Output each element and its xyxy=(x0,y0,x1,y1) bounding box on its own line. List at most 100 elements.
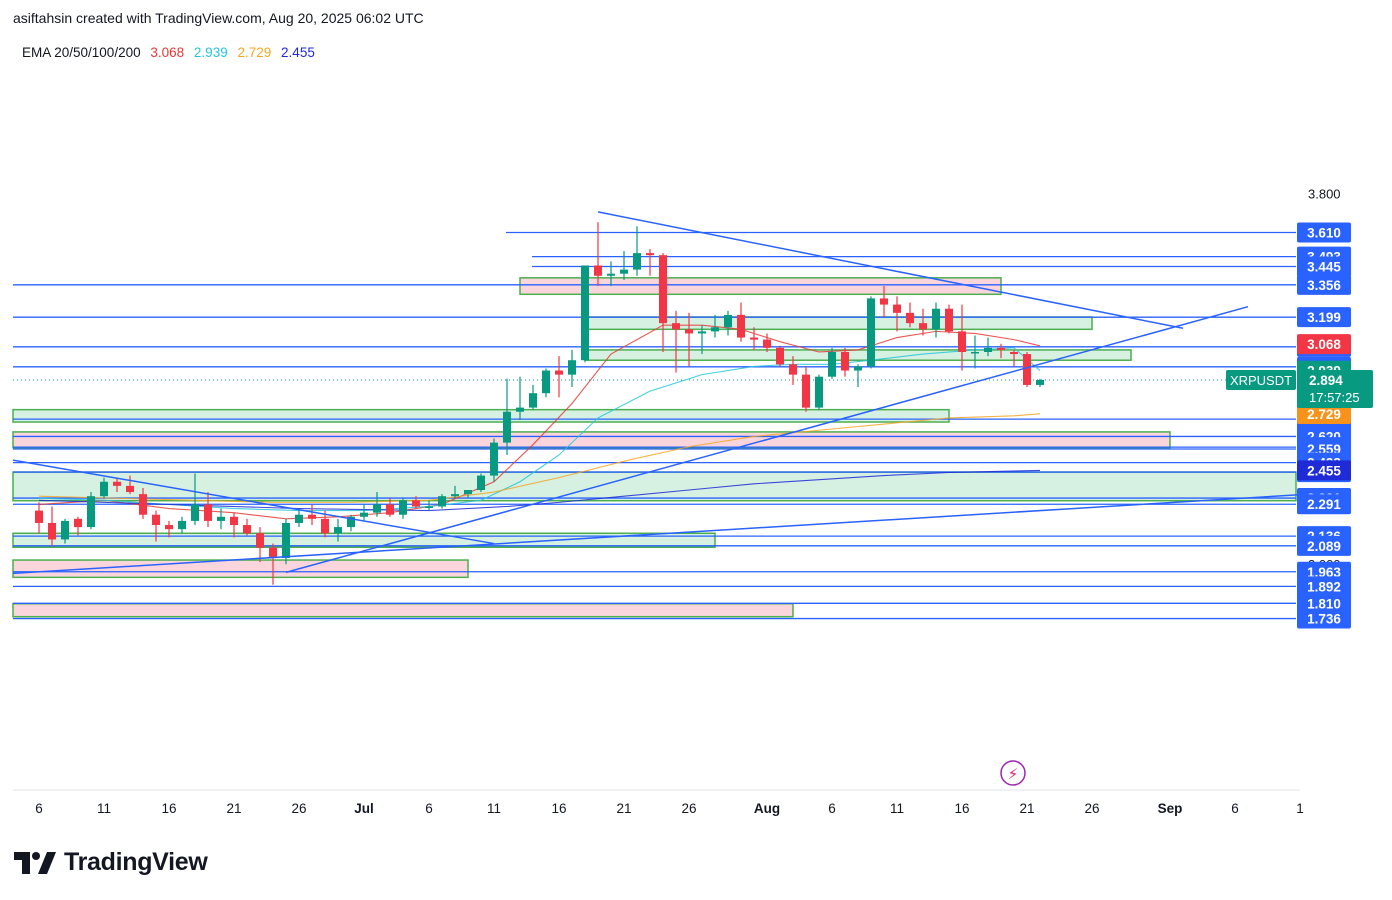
ema100-value: 2.729 xyxy=(237,45,272,60)
candle-body xyxy=(971,351,979,354)
candle-body xyxy=(555,370,563,375)
supply-zone xyxy=(12,431,1171,449)
candle-body xyxy=(152,514,160,526)
ema20-value: 3.068 xyxy=(150,45,185,60)
countdown-text: 17:57:25 xyxy=(1309,390,1360,405)
candle-body xyxy=(984,347,992,352)
candle-body xyxy=(685,329,693,334)
x-tick-label: 26 xyxy=(681,801,696,816)
x-tick-label: 6 xyxy=(828,801,836,816)
candle-body xyxy=(724,314,732,328)
candle-body xyxy=(529,393,537,408)
attribution-text: asiftahsin created with TradingView.com,… xyxy=(13,10,424,26)
candle-body xyxy=(48,522,56,540)
ema-price-label-text: 3.068 xyxy=(1307,337,1341,352)
last-price-box xyxy=(1297,370,1373,408)
x-tick-label: 26 xyxy=(1084,801,1099,816)
level-label-box xyxy=(1297,593,1351,614)
candle-body xyxy=(477,475,485,491)
candle-body xyxy=(386,504,394,515)
candle-body xyxy=(919,323,927,330)
candle-body xyxy=(347,516,355,528)
candle-body xyxy=(646,253,654,256)
candle-body xyxy=(308,514,316,519)
candle-body xyxy=(815,376,823,408)
level-label-text: 2.089 xyxy=(1307,539,1341,554)
candle-body xyxy=(854,366,862,371)
candle-body xyxy=(867,298,875,367)
candle-body xyxy=(282,522,290,558)
candle-body xyxy=(607,273,615,276)
tradingview-logo[interactable]: TradingView xyxy=(14,848,208,877)
trendline xyxy=(597,211,1184,330)
candle-body xyxy=(360,512,368,517)
x-tick-label: 21 xyxy=(616,801,631,816)
ema-layer xyxy=(38,324,1041,520)
candle-body xyxy=(750,337,758,340)
x-tick-label: 16 xyxy=(551,801,566,816)
candle-body xyxy=(633,253,641,270)
x-tick-label: 21 xyxy=(1019,801,1034,816)
supply-zone xyxy=(519,277,1002,296)
ema20-line xyxy=(38,324,1041,520)
level-label-text: 3.445 xyxy=(1307,259,1341,274)
demand-zone xyxy=(584,349,1132,361)
trendline xyxy=(285,305,1249,574)
candle-body xyxy=(230,516,238,526)
tradingview-brand: TradingView xyxy=(64,848,208,876)
candle-body xyxy=(269,547,277,558)
last-price-text: 2.894 xyxy=(1309,373,1343,388)
candle-body xyxy=(412,500,420,507)
price-labels-layer: 3.6103.4933.4453.3563.1993.0552.9582.704… xyxy=(1226,222,1373,629)
candle-body xyxy=(503,411,511,443)
level-label-box xyxy=(1297,307,1351,328)
candle-body xyxy=(113,481,121,486)
candle-body xyxy=(516,407,524,412)
candle-body xyxy=(698,331,706,334)
x-tick-label: 11 xyxy=(890,801,904,816)
level-label-text: 3.356 xyxy=(1307,278,1341,293)
candle-body xyxy=(321,518,329,534)
demand-zone xyxy=(12,408,950,423)
levels-layer xyxy=(13,231,1296,620)
candle-body xyxy=(256,533,264,548)
level-label-box xyxy=(1297,256,1351,277)
ema-price-label-box xyxy=(1297,403,1351,424)
candle-body xyxy=(74,518,82,528)
ema-legend[interactable]: EMA 20/50/100/200 3.068 2.939 2.729 2.45… xyxy=(22,45,321,60)
candle-body xyxy=(451,494,459,497)
trendline xyxy=(12,492,1327,575)
demand-zone xyxy=(12,471,1297,502)
candle-body xyxy=(880,298,888,305)
supply-zone xyxy=(12,602,794,618)
x-tick-label: 16 xyxy=(954,801,969,816)
candle-body xyxy=(204,504,212,521)
candle-body xyxy=(87,496,95,528)
level-label-text: 1.963 xyxy=(1307,565,1341,580)
candle-body xyxy=(126,485,134,493)
candle-body xyxy=(191,504,199,521)
candle-body xyxy=(165,525,173,530)
candle-body xyxy=(802,374,810,408)
candle-body xyxy=(581,265,589,361)
level-label-text: 3.199 xyxy=(1307,310,1341,325)
candle-body xyxy=(711,327,719,332)
symbol-tag: XRPUSDT xyxy=(1230,373,1292,388)
candle-body xyxy=(789,364,797,375)
level-label-text: 2.291 xyxy=(1307,497,1341,512)
ema-price-label-text: 2.455 xyxy=(1307,463,1341,478)
x-tick-label: Aug xyxy=(754,801,780,816)
ema200-value: 2.455 xyxy=(281,45,315,60)
candle-body xyxy=(659,255,667,324)
candle-body xyxy=(334,527,342,534)
level-label-box xyxy=(1297,494,1351,515)
event-marker-icon xyxy=(1000,760,1026,786)
price-chart[interactable]: 3.8003.4002.8002.000611162126Jul61116212… xyxy=(0,0,1392,840)
level-label-text: 1.810 xyxy=(1307,596,1341,611)
ema-price-label-box xyxy=(1297,460,1351,481)
x-tick-label: 6 xyxy=(35,801,43,816)
candle-body xyxy=(243,525,251,534)
ema100-line xyxy=(38,413,1041,503)
level-label-box xyxy=(1297,535,1351,556)
candle-body xyxy=(295,514,303,523)
